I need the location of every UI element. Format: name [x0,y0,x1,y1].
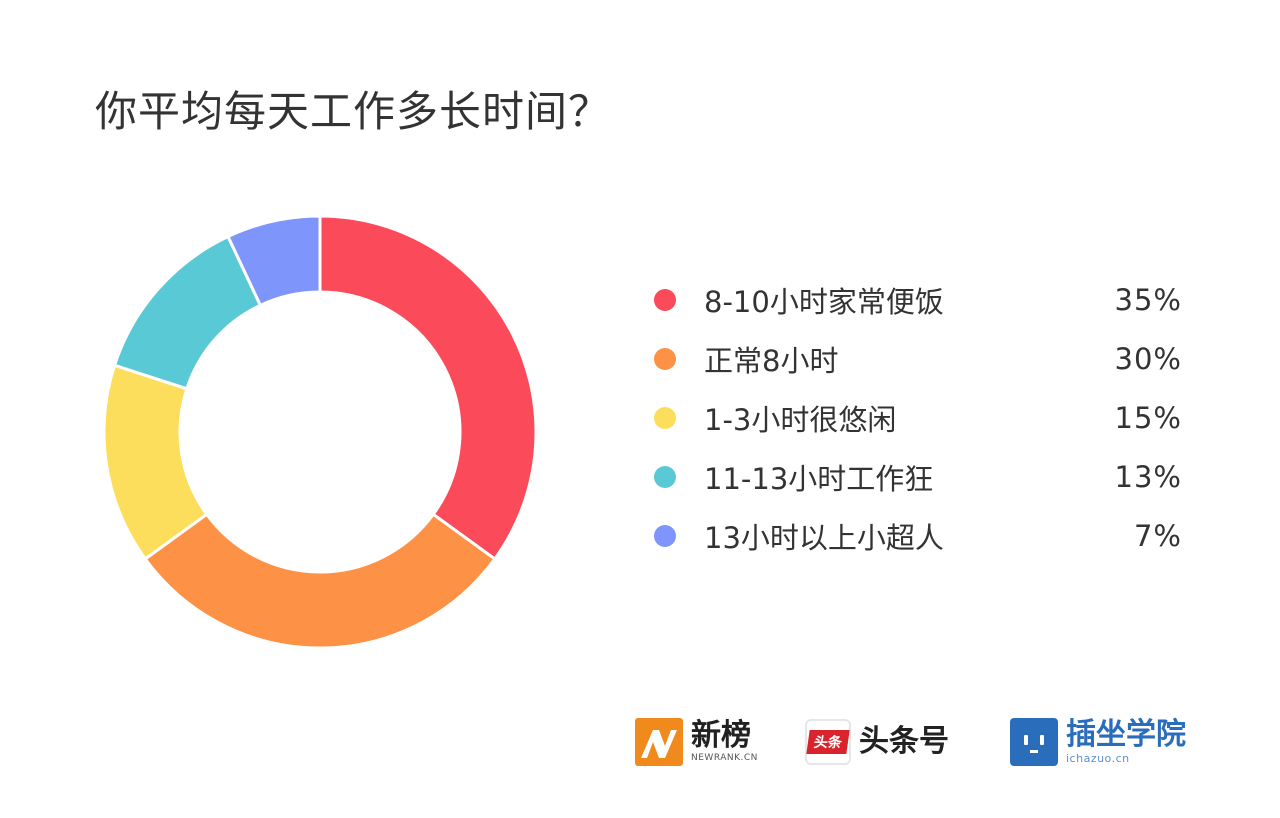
donut-chart-svg [102,214,538,650]
legend-value: 35% [1114,282,1182,317]
legend-item: 13小时以上小超人 7% [645,506,1190,565]
legend-dot [654,406,676,429]
legend-dot [654,288,676,311]
newrank-logo-icon [635,718,683,766]
legend-dot [654,524,676,547]
legend-label: 13小时以上小超人 [704,520,944,555]
brand-toutiao: 头条 头条号 [805,712,949,772]
brand-name: 头条号 [859,724,949,759]
legend-label: 正常8小时 [704,343,839,378]
legend-dot [654,465,676,488]
toutiao-badge: 头条 [806,730,850,754]
legend-value: 15% [1114,400,1182,435]
legend-item: 11-13小时工作狂 13% [645,447,1190,506]
donut-slice [143,512,497,650]
brand-name: 插坐学院 [1066,717,1186,752]
legend-item: 1-3小时很悠闲 15% [645,388,1190,447]
page-title: 你平均每天工作多长时间？ [95,87,612,136]
legend-label: 11-13小时工作狂 [704,461,934,496]
legend-label: 8-10小时家常便饭 [704,284,944,319]
legend-value: 30% [1114,341,1182,376]
brand-newrank: 新榜 NEWRANK.CN [635,712,758,772]
legend-dot [654,347,676,370]
toutiao-logo-icon: 头条 [805,719,851,765]
brand-subtitle: ichazuo.cn [1066,752,1130,765]
brand-name: 新榜 [691,718,751,753]
donut-slice [318,214,538,562]
legend-label: 1-3小时很悠闲 [704,402,897,437]
brand-chazuo: 插坐学院 ichazuo.cn [1010,712,1186,772]
chart-legend: 8-10小时家常便饭 35% 正常8小时 30% 1-3小时很悠闲 15% 11… [645,270,1190,565]
brand-subtitle: NEWRANK.CN [691,753,758,763]
legend-value: 13% [1114,459,1182,494]
legend-item: 正常8小时 30% [645,329,1190,388]
donut-slice [226,214,322,308]
donut-chart [100,212,540,652]
chazuo-logo-icon [1010,718,1058,766]
legend-item: 8-10小时家常便饭 35% [645,270,1190,329]
legend-value: 7% [1133,518,1182,553]
